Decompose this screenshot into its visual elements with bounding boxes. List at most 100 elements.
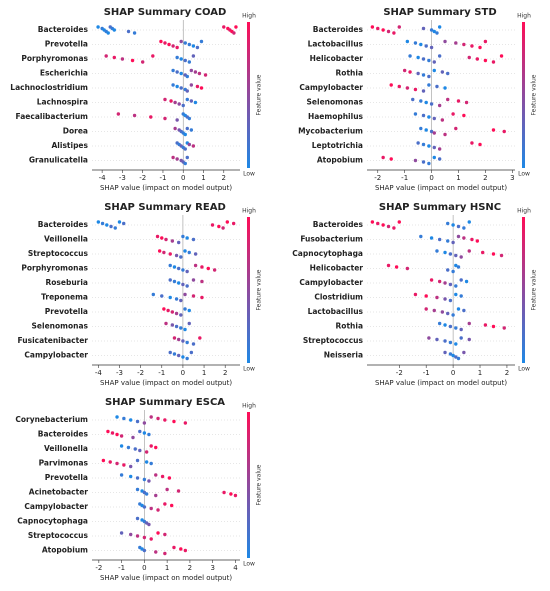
shap-dot [100, 221, 105, 226]
feature-label: Prevotella [45, 40, 88, 49]
colorbar-label: Feature value [256, 74, 263, 115]
shap-dot [193, 263, 198, 268]
shap-dot [163, 418, 167, 422]
feature-label: Roseburia [45, 278, 88, 287]
x-tick-label: -1 [118, 564, 125, 572]
shap-dot [427, 74, 431, 79]
shap-dot [222, 25, 226, 29]
shap-dot [424, 100, 428, 105]
shap-dot [491, 128, 496, 132]
shap-dot [200, 279, 204, 284]
shap-dot [424, 294, 428, 298]
x-tick-label: 2 [223, 369, 227, 377]
shap-dot [185, 284, 189, 288]
shap-dot [119, 434, 124, 438]
shap-dot [432, 68, 436, 73]
colorbar-label: Feature value [531, 269, 538, 310]
shap-dot [175, 157, 179, 161]
x-tick-label: 3 [210, 564, 214, 572]
shap-dot [135, 419, 140, 424]
shap-dot [163, 551, 167, 556]
shap-dot [187, 42, 192, 47]
shap-dot [162, 307, 166, 311]
shap-dot [427, 161, 431, 166]
shap-dot [163, 532, 167, 537]
shap-dot [432, 145, 436, 150]
shap-dot [191, 44, 196, 48]
shap-dot [462, 42, 466, 47]
feature-label: Selenomonas [32, 322, 89, 331]
shap-dot [179, 313, 183, 317]
feature-label: Veillonella [44, 235, 88, 244]
shap-dot [483, 39, 488, 44]
shap-dot [199, 39, 204, 44]
shap-dot [122, 416, 126, 421]
feature-label: Capnocytophaga [292, 249, 363, 258]
shap-dot [427, 83, 431, 87]
shap-dot [142, 548, 147, 553]
shap-dot [225, 220, 230, 224]
shap-dot [132, 31, 137, 35]
shap-dot [126, 445, 131, 450]
shap-dot [149, 415, 153, 419]
shap-dot [464, 100, 469, 105]
shap-dot [130, 58, 135, 63]
shap-dot [389, 83, 393, 87]
feature-label: Lactobacillus [308, 307, 364, 316]
shap-dot [429, 236, 434, 240]
chart-panel: SHAP Summary HSNC Bacteroides Fusobacteriu… [292, 202, 537, 387]
shap-dot [122, 463, 126, 467]
shap-dot [116, 112, 121, 116]
shap-dot [443, 86, 447, 90]
x-tick-label: -1 [401, 174, 408, 182]
shap-dot [427, 115, 431, 119]
feature-label: Veillonella [44, 444, 88, 453]
shap-dot [429, 278, 434, 282]
x-tick-label: -2 [374, 174, 381, 182]
feature-label: Campylobacter [24, 502, 88, 511]
shap-dot [173, 100, 177, 105]
shap-dot [173, 126, 177, 131]
shap-dot [499, 253, 504, 258]
shap-dot [419, 42, 423, 47]
x-tick-label: -1 [159, 174, 166, 182]
shap-dot [446, 268, 450, 272]
shap-dot [144, 492, 149, 496]
shap-dot [448, 352, 453, 356]
chart-title: SHAP Summary READ [104, 202, 226, 213]
feature-label: Campylobacter [299, 83, 363, 92]
feature-label: Helicobacter [310, 264, 364, 273]
shap-dot [160, 294, 164, 298]
shap-dot [443, 297, 447, 301]
shap-dot [138, 429, 142, 434]
shap-dot [416, 55, 420, 60]
shap-dot [198, 336, 202, 340]
shap-dot [183, 147, 187, 151]
shap-dot [212, 268, 217, 272]
shap-dot [210, 223, 215, 227]
shap-dot [164, 237, 168, 242]
shap-dot [168, 278, 172, 282]
shap-dot [376, 26, 380, 31]
feature-label: Clostridium [314, 293, 363, 302]
shap-dot [183, 421, 188, 425]
shap-dot [181, 339, 185, 343]
shap-dot [187, 60, 192, 64]
shap-dot [174, 311, 179, 316]
shap-dot [437, 54, 442, 58]
feature-label: Bacteroides [38, 220, 89, 229]
colorbar-low: Low [518, 171, 530, 178]
shap-dot [416, 141, 420, 145]
shap-dot [163, 502, 167, 506]
shap-dot [151, 54, 155, 58]
shap-dot [478, 142, 482, 147]
shap-dot [481, 250, 485, 255]
shap-dot [437, 321, 442, 326]
feature-label: Campylobacter [299, 278, 363, 287]
x-tick-label: 3 [510, 174, 514, 182]
shap-dot [179, 86, 183, 90]
shap-dot [454, 126, 458, 131]
shap-dot [160, 236, 164, 240]
shap-dot [154, 473, 158, 477]
